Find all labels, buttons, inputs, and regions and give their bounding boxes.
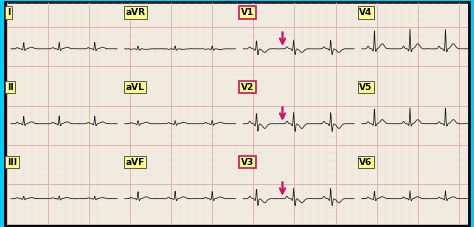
- Text: aVL: aVL: [126, 83, 145, 92]
- Text: V6: V6: [359, 158, 373, 167]
- Text: V4: V4: [359, 8, 373, 17]
- Text: II: II: [7, 83, 14, 92]
- Text: aVF: aVF: [126, 158, 145, 167]
- Text: V5: V5: [359, 83, 373, 92]
- Text: I: I: [7, 8, 10, 17]
- Text: V3: V3: [241, 158, 254, 167]
- Text: V1: V1: [241, 8, 254, 17]
- FancyBboxPatch shape: [5, 2, 469, 225]
- Text: V2: V2: [241, 83, 254, 92]
- Text: III: III: [7, 158, 17, 167]
- Text: aVR: aVR: [126, 8, 146, 17]
